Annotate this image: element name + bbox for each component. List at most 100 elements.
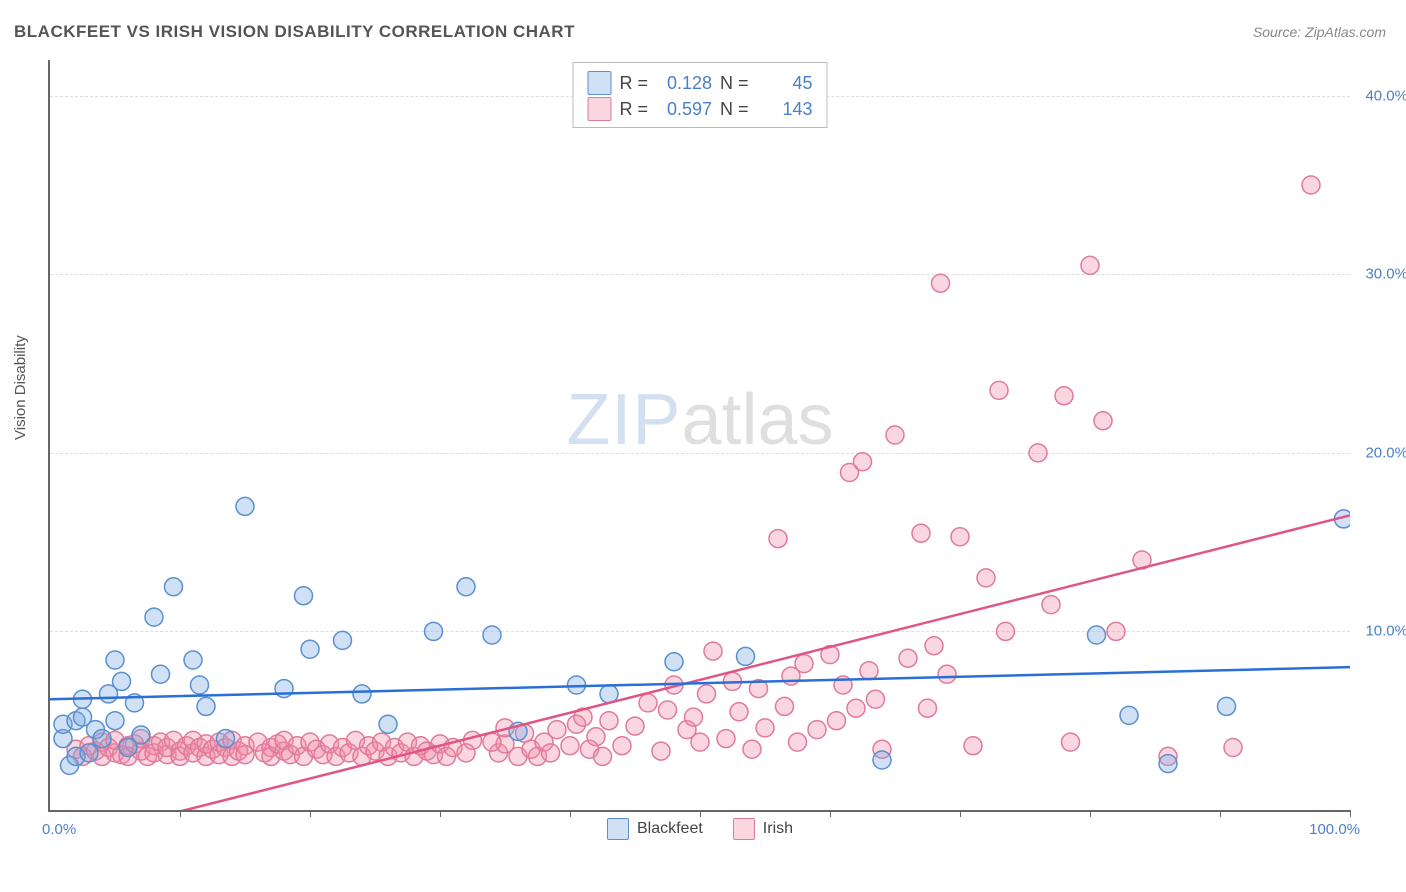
- source-label: Source: ZipAtlas.com: [1253, 24, 1386, 40]
- data-point: [873, 751, 891, 769]
- data-point: [756, 719, 774, 737]
- legend-bottom: Blackfeet Irish: [607, 818, 793, 840]
- data-point: [665, 653, 683, 671]
- data-point: [1029, 444, 1047, 462]
- x-max-label: 100.0%: [1309, 821, 1360, 838]
- data-point: [789, 733, 807, 751]
- data-point: [724, 672, 742, 690]
- data-point: [106, 712, 124, 730]
- x-tick: [440, 810, 441, 817]
- data-point: [145, 608, 163, 626]
- data-point: [776, 697, 794, 715]
- legend-item-irish: Irish: [733, 818, 793, 840]
- data-point: [717, 730, 735, 748]
- data-point: [542, 744, 560, 762]
- y-tick-label: 40.0%: [1365, 87, 1406, 104]
- data-point: [184, 651, 202, 669]
- data-point: [80, 744, 98, 762]
- data-point: [191, 676, 209, 694]
- y-tick-label: 10.0%: [1365, 623, 1406, 640]
- data-point: [464, 731, 482, 749]
- data-point: [93, 730, 111, 748]
- data-point: [132, 726, 150, 744]
- n-label: N =: [720, 99, 749, 120]
- data-point: [769, 530, 787, 548]
- data-point: [1081, 256, 1099, 274]
- data-point: [594, 747, 612, 765]
- data-point: [483, 626, 501, 644]
- data-point: [483, 733, 501, 751]
- x-tick: [960, 810, 961, 817]
- n-value-irish: 143: [757, 99, 813, 120]
- data-point: [587, 728, 605, 746]
- legend-label-blackfeet: Blackfeet: [637, 820, 703, 838]
- data-point: [1042, 596, 1060, 614]
- data-point: [828, 712, 846, 730]
- stats-row-irish: R = 0.597 N = 143: [587, 97, 812, 121]
- data-point: [659, 701, 677, 719]
- y-tick-label: 20.0%: [1365, 444, 1406, 461]
- swatch-blackfeet-icon: [607, 818, 629, 840]
- data-point: [600, 685, 618, 703]
- y-tick-label: 30.0%: [1365, 266, 1406, 283]
- data-point: [74, 690, 92, 708]
- data-point: [275, 680, 293, 698]
- data-point: [379, 715, 397, 733]
- data-point: [334, 631, 352, 649]
- x-tick: [570, 810, 571, 817]
- data-point: [860, 662, 878, 680]
- data-point: [990, 381, 1008, 399]
- data-point: [217, 730, 235, 748]
- x-tick: [180, 810, 181, 817]
- r-value-irish: 0.597: [656, 99, 712, 120]
- legend-item-blackfeet: Blackfeet: [607, 818, 703, 840]
- data-point: [425, 622, 443, 640]
- data-point: [1062, 733, 1080, 751]
- plot-area: ZIPatlas R = 0.128 N = 45 R = 0.597 N = …: [48, 60, 1350, 812]
- data-point: [236, 497, 254, 515]
- data-point: [1218, 697, 1236, 715]
- data-point: [1107, 622, 1125, 640]
- data-point: [808, 721, 826, 739]
- data-point: [613, 737, 631, 755]
- data-point: [652, 742, 670, 760]
- data-point: [997, 622, 1015, 640]
- data-point: [795, 655, 813, 673]
- data-point: [1088, 626, 1106, 644]
- data-point: [1055, 387, 1073, 405]
- data-point: [457, 578, 475, 596]
- data-point: [1120, 706, 1138, 724]
- data-point: [977, 569, 995, 587]
- x-tick: [1350, 810, 1351, 817]
- data-point: [106, 651, 124, 669]
- data-point: [665, 676, 683, 694]
- data-point: [126, 694, 144, 712]
- swatch-irish-icon: [733, 818, 755, 840]
- stats-row-blackfeet: R = 0.128 N = 45: [587, 71, 812, 95]
- data-point: [165, 578, 183, 596]
- n-label: N =: [720, 73, 749, 94]
- stats-legend-box: R = 0.128 N = 45 R = 0.597 N = 143: [572, 62, 827, 128]
- data-point: [1094, 412, 1112, 430]
- data-point: [886, 426, 904, 444]
- r-label: R =: [619, 73, 648, 94]
- scatter-points-layer: [50, 60, 1350, 810]
- data-point: [197, 697, 215, 715]
- data-point: [737, 647, 755, 665]
- data-point: [750, 680, 768, 698]
- data-point: [1335, 510, 1351, 528]
- data-point: [301, 640, 319, 658]
- data-point: [353, 685, 371, 703]
- data-point: [925, 637, 943, 655]
- data-point: [919, 699, 937, 717]
- chart-container: BLACKFEET VS IRISH VISION DISABILITY COR…: [0, 0, 1406, 892]
- data-point: [854, 453, 872, 471]
- x-tick: [310, 810, 311, 817]
- legend-label-irish: Irish: [763, 820, 793, 838]
- data-point: [574, 708, 592, 726]
- data-point: [1224, 739, 1242, 757]
- data-point: [295, 587, 313, 605]
- data-point: [1159, 755, 1177, 773]
- y-axis-label: Vision Disability: [12, 335, 29, 440]
- data-point: [561, 737, 579, 755]
